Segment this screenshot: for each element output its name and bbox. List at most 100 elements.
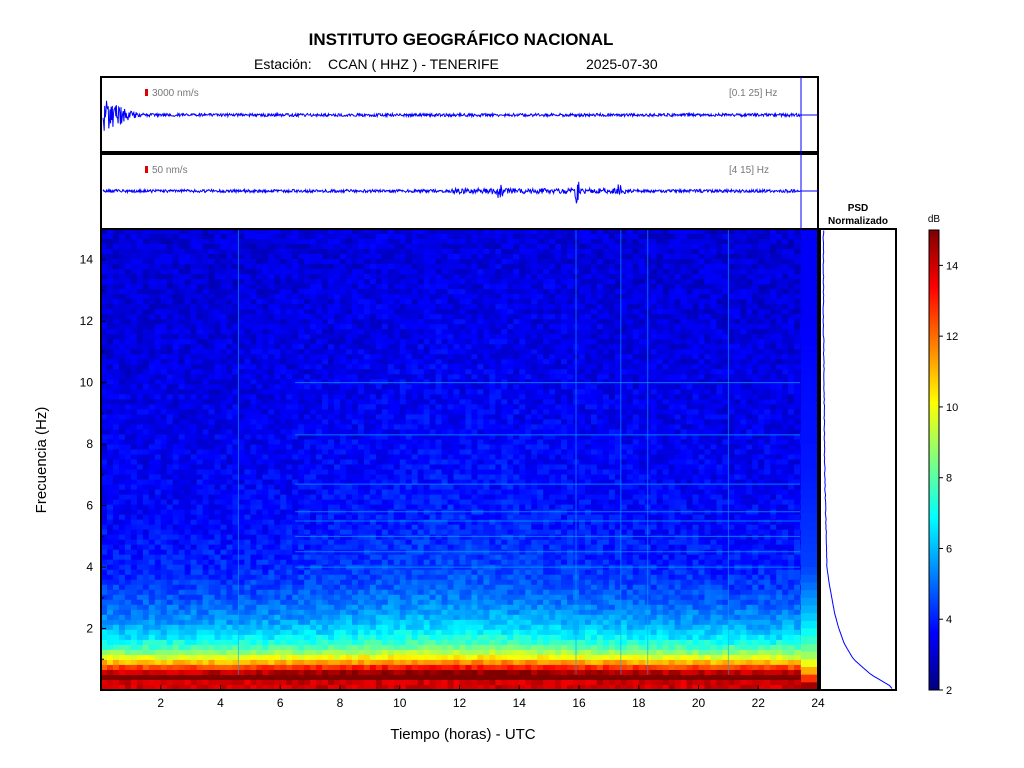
heatmap-cell [148, 229, 156, 235]
heatmap-cell [758, 309, 765, 315]
heatmap-cell [292, 394, 299, 400]
heatmap-cell [710, 329, 717, 335]
heatmap-cell [764, 379, 771, 385]
heatmap-cell [507, 294, 514, 300]
heatmap-cell [746, 384, 753, 390]
heatmap-cell [334, 329, 341, 335]
heatmap-cell [710, 409, 717, 415]
heatmap-cell [244, 309, 251, 315]
heatmap-cell [101, 334, 108, 340]
heatmap-cell [620, 274, 628, 280]
heatmap-cell [620, 384, 628, 390]
heatmap-cell [334, 384, 341, 390]
heatmap-cell [363, 419, 371, 425]
heatmap-cell [752, 284, 759, 290]
heatmap-cell [758, 264, 765, 270]
heatmap-cell [483, 429, 490, 435]
heatmap-cell [190, 429, 198, 435]
heatmap-cell [369, 419, 377, 425]
heatmap-cell [292, 434, 299, 440]
heatmap-cell [567, 249, 574, 255]
heatmap-cell [130, 274, 138, 280]
heatmap-cell [345, 359, 353, 365]
heatmap-cell [567, 289, 574, 295]
heatmap-cell [208, 284, 215, 290]
heatmap-cell [334, 239, 341, 245]
heatmap-cell [614, 354, 622, 360]
heatmap-cell [674, 289, 681, 295]
heatmap-cell [357, 244, 365, 250]
heatmap-cell [274, 319, 281, 325]
heatmap-cell [202, 369, 209, 375]
heatmap-cell [154, 354, 162, 360]
heatmap-cell [399, 319, 407, 325]
heatmap-cell [250, 309, 257, 315]
heatmap-cell [345, 229, 353, 235]
heatmap-cell [734, 259, 741, 265]
heatmap-cell [256, 284, 263, 290]
heatmap-cell [770, 324, 777, 330]
heatmap-cell [101, 314, 108, 320]
heatmap-cell [656, 309, 664, 315]
heatmap-cell [656, 244, 664, 250]
heatmap-cell [250, 359, 257, 365]
heatmap-cell [292, 264, 299, 270]
heatmap-cell [465, 289, 472, 295]
heatmap-cell [590, 419, 598, 425]
heatmap-cell [226, 419, 233, 425]
heatmap-cell [770, 394, 777, 400]
heatmap-cell [662, 354, 670, 360]
heatmap-cell [178, 289, 186, 295]
heatmap-cell [626, 279, 634, 285]
heatmap-cell [596, 324, 604, 330]
heatmap-cell [459, 294, 466, 300]
heatmap-cell [549, 384, 556, 390]
heatmap-cell [106, 414, 114, 420]
heatmap-cell [543, 294, 550, 300]
heatmap-cell [208, 399, 215, 405]
heatmap-cell [465, 319, 472, 325]
heatmap-cell [226, 364, 233, 370]
heatmap-cell [459, 339, 466, 345]
heatmap-cell [118, 359, 126, 365]
heatmap-cell [525, 324, 532, 330]
heatmap-cell [698, 429, 705, 435]
heatmap-cell [710, 309, 717, 315]
heatmap-cell [292, 404, 299, 410]
heatmap-cell [154, 344, 162, 350]
heatmap-cell [429, 349, 437, 355]
heatmap-cell [794, 239, 801, 245]
heatmap-cell [441, 359, 448, 365]
heatmap-cell [280, 364, 287, 370]
heatmap-cell [549, 329, 556, 335]
heatmap-cell [232, 384, 239, 390]
heatmap-cell [363, 374, 371, 380]
heatmap-cell [250, 409, 257, 415]
heatmap-cell [190, 294, 198, 300]
heatmap-cell [232, 334, 239, 340]
heatmap-cell [411, 379, 419, 385]
heatmap-cell [555, 379, 562, 385]
heatmap-cell [106, 264, 114, 270]
heatmap-cell [614, 244, 622, 250]
heatmap-cell [680, 344, 687, 350]
heatmap-cell [208, 379, 215, 385]
heatmap-cell [142, 229, 150, 235]
heatmap-cell [758, 294, 765, 300]
heatmap-cell [328, 434, 335, 440]
heatmap-cell [405, 399, 413, 405]
heatmap-cell [190, 249, 198, 255]
heatmap-cell [154, 259, 162, 265]
heatmap-cell [399, 354, 407, 360]
heatmap-cell [411, 414, 419, 420]
heatmap-cell [555, 349, 562, 355]
heatmap-cell [399, 244, 407, 250]
heatmap-cell [130, 429, 138, 435]
heatmap-cell [238, 409, 245, 415]
heatmap-cell [101, 399, 108, 405]
heatmap-cell [232, 319, 239, 325]
heatmap-cell [232, 279, 239, 285]
heatmap-cell [561, 359, 568, 365]
heatmap-cell [740, 369, 747, 375]
heatmap-cell [286, 304, 293, 310]
